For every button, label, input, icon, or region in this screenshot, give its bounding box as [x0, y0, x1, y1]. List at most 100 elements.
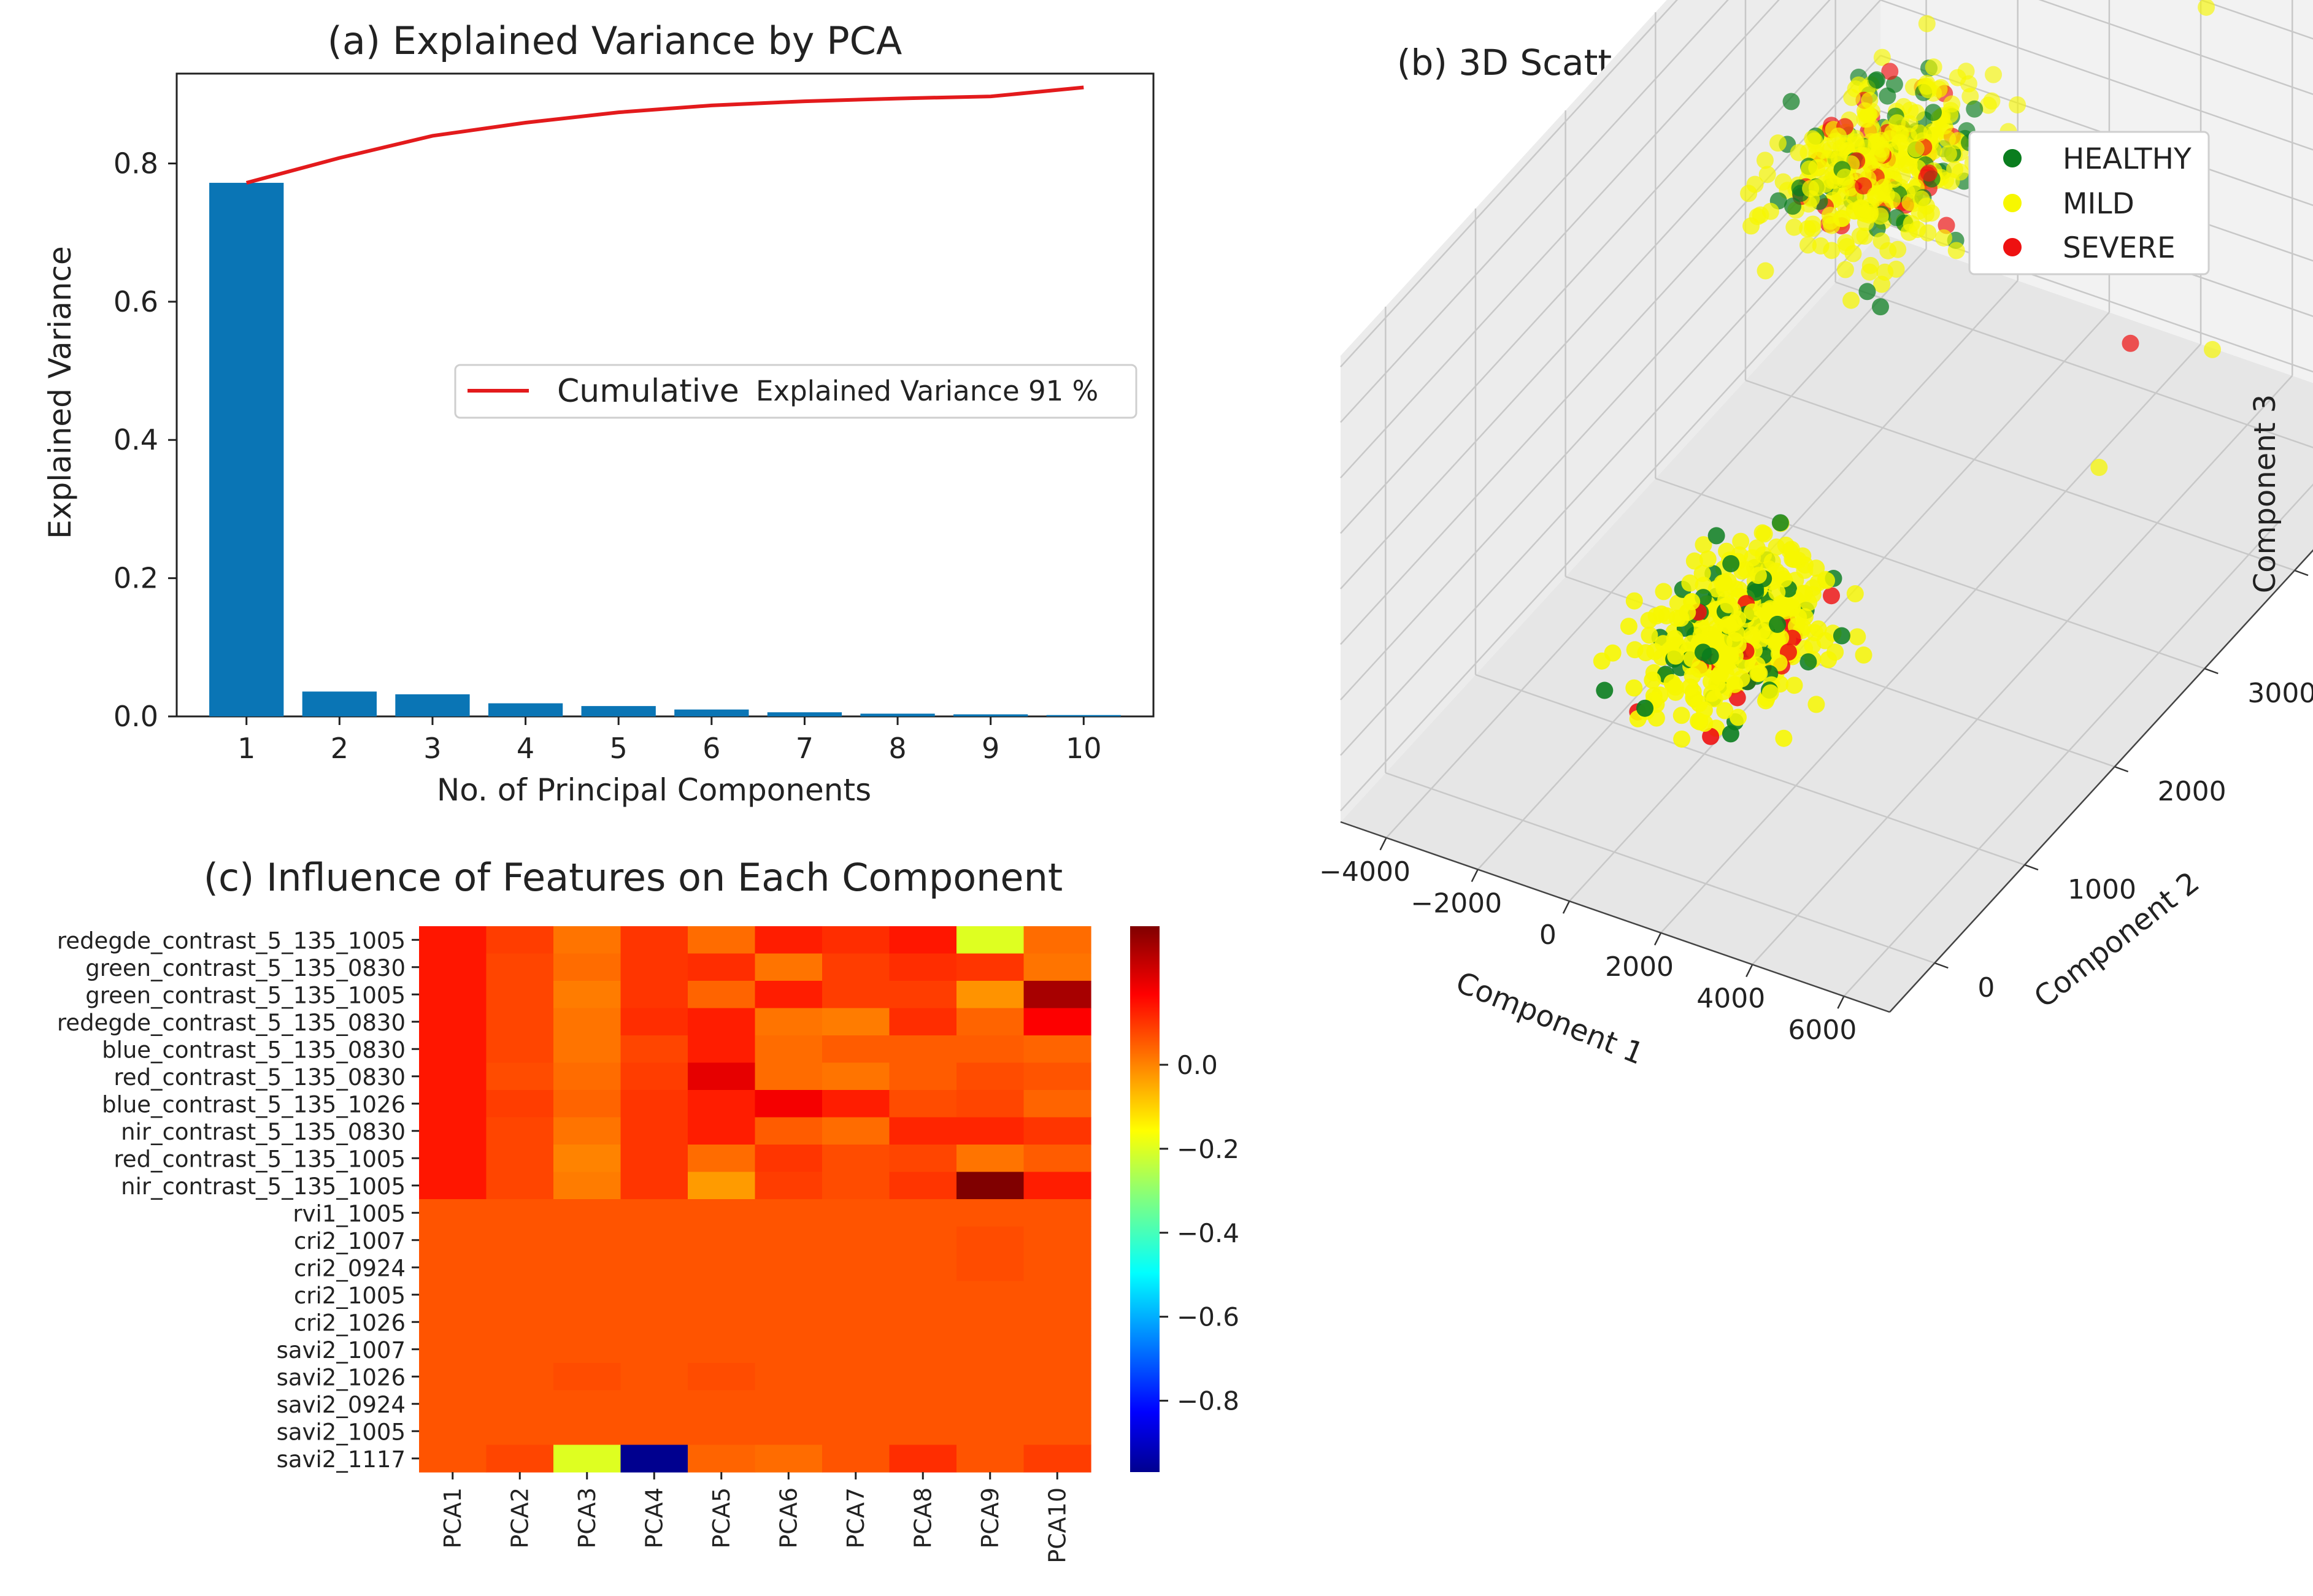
- heatmap-cell: [822, 953, 890, 981]
- heatmap-cell: [486, 1444, 554, 1473]
- heatmap-cell: [1023, 1035, 1091, 1064]
- panel-a-explained-variance: (a) Explained Variance by PCA 0.0 0.2 0.4 0…: [42, 18, 1155, 808]
- point-mild: [1729, 708, 1747, 726]
- point-mild: [1812, 237, 1830, 255]
- heatmap-cell: [956, 953, 1025, 981]
- point-mild: [1672, 707, 1690, 724]
- row-label: blue_contrast_5_135_1026: [102, 1091, 406, 1118]
- row-label: savi2_1005: [277, 1419, 406, 1445]
- heatmap-cell: [486, 1035, 554, 1064]
- point-mild: [1985, 66, 2003, 83]
- heatmap-cell: [755, 1117, 823, 1145]
- heatmap-cell: [486, 981, 554, 1009]
- point-mild: [1945, 161, 1963, 178]
- point-mild: [1753, 623, 1771, 640]
- bar-8: [860, 713, 935, 716]
- heatmap-cell: [956, 1117, 1025, 1145]
- heatmap-cell: [620, 953, 688, 981]
- point-healthy: [1868, 71, 1886, 89]
- point-mild: [1869, 147, 1887, 165]
- point-mild: [1681, 678, 1699, 696]
- heatmap-cell: [956, 926, 1025, 954]
- heatmap-cell: [419, 1117, 487, 1145]
- heatmap-cell: [553, 1226, 622, 1254]
- legend-marker-mild: [2003, 194, 2022, 212]
- heatmap-cell: [486, 1281, 554, 1309]
- heatmap-cell: [620, 1390, 688, 1418]
- point-mild: [1847, 136, 1865, 154]
- heatmap-cell: [688, 1363, 756, 1391]
- row-label: green_contrast_5_135_0830: [85, 955, 406, 981]
- point-mild: [1851, 227, 1869, 245]
- grid-line: [1385, 248, 1927, 838]
- point-mild: [1722, 646, 1739, 664]
- x-tick-label: 7: [796, 732, 814, 765]
- heatmap-cell: [822, 1172, 890, 1200]
- legend-label-cumulative: Cumulative: [557, 373, 739, 410]
- point-mild: [1720, 596, 1738, 613]
- col-label: PCA5: [708, 1487, 735, 1549]
- panel-b-z-axis-label: Component 3: [2248, 394, 2282, 593]
- heatmap-cell: [553, 1444, 622, 1473]
- point-mild: [1740, 185, 1758, 202]
- point-mild: [1655, 583, 1672, 600]
- heatmap-cell: [956, 1145, 1025, 1173]
- point-mild: [1939, 145, 1957, 163]
- heatmap-cell: [419, 1008, 487, 1036]
- heatmap-cell: [1023, 1199, 1091, 1227]
- heatmap-cell: [1023, 1390, 1091, 1418]
- y-tick-label: 1000: [2068, 874, 2136, 905]
- point-mild: [1808, 178, 1826, 196]
- heatmap-cell: [688, 1418, 756, 1446]
- point-mild: [1717, 665, 1735, 683]
- heatmap-cell: [553, 1117, 622, 1145]
- point-mild: [1842, 291, 1860, 309]
- point-mild: [1681, 574, 1699, 592]
- grid-line: [1843, 483, 2313, 997]
- y-axis-line: [1889, 549, 2313, 1013]
- heatmap-cell: [688, 1281, 756, 1309]
- point-mild: [1758, 166, 1776, 183]
- col-label: PCA1: [439, 1487, 466, 1549]
- point-mild: [1808, 159, 1826, 177]
- legend-label-healthy: HEALTHY: [2063, 142, 2192, 176]
- heatmap-cell: [553, 1363, 622, 1391]
- legend-marker-severe: [2003, 238, 2022, 256]
- point-healthy: [1925, 104, 1942, 121]
- point-mild: [1672, 609, 1690, 627]
- y-tick-label: 0.4: [114, 423, 158, 456]
- x-tick-label: 0: [1539, 919, 1557, 951]
- heatmap-cell: [486, 1226, 554, 1254]
- heatmap-cell: [956, 1281, 1025, 1309]
- x-tick-mark: [1471, 869, 1479, 883]
- heatmap-cell: [1023, 1418, 1091, 1446]
- heatmap-cell: [956, 1090, 1025, 1118]
- heatmap-cell: [620, 1418, 688, 1446]
- point-healthy: [1871, 298, 1889, 316]
- heatmap-cell: [486, 1008, 554, 1036]
- row-label: green_contrast_5_135_1005: [85, 982, 406, 1008]
- point-mild: [1749, 567, 1767, 585]
- heatmap-cell: [620, 1035, 688, 1064]
- point-severe: [1920, 164, 1938, 182]
- row-label: red_contrast_5_135_1005: [114, 1146, 406, 1172]
- point-mild: [1918, 77, 1936, 95]
- point-mild: [1663, 673, 1681, 691]
- point-mild: [1806, 132, 1823, 150]
- heatmap-cell: [688, 1172, 756, 1200]
- heatmap-cell: [553, 1172, 622, 1200]
- point-mild: [2204, 340, 2221, 358]
- colorbar-tick-label: −0.8: [1177, 1386, 1239, 1416]
- heatmap-cell: [956, 1035, 1025, 1064]
- heatmap-cell: [419, 1172, 487, 1200]
- heatmap-cell: [755, 1062, 823, 1091]
- heatmap-cell: [889, 1008, 957, 1036]
- grid-line: [1475, 673, 2025, 866]
- point-mild: [1939, 130, 1957, 148]
- heatmap-cell: [889, 1308, 957, 1337]
- point-mild: [1918, 15, 1936, 33]
- panel-b-legend: HEALTHY MILD SEVERE: [1968, 131, 2210, 275]
- point-mild: [1844, 245, 1862, 263]
- point-mild: [1644, 671, 1661, 689]
- heatmap-cell: [889, 926, 957, 954]
